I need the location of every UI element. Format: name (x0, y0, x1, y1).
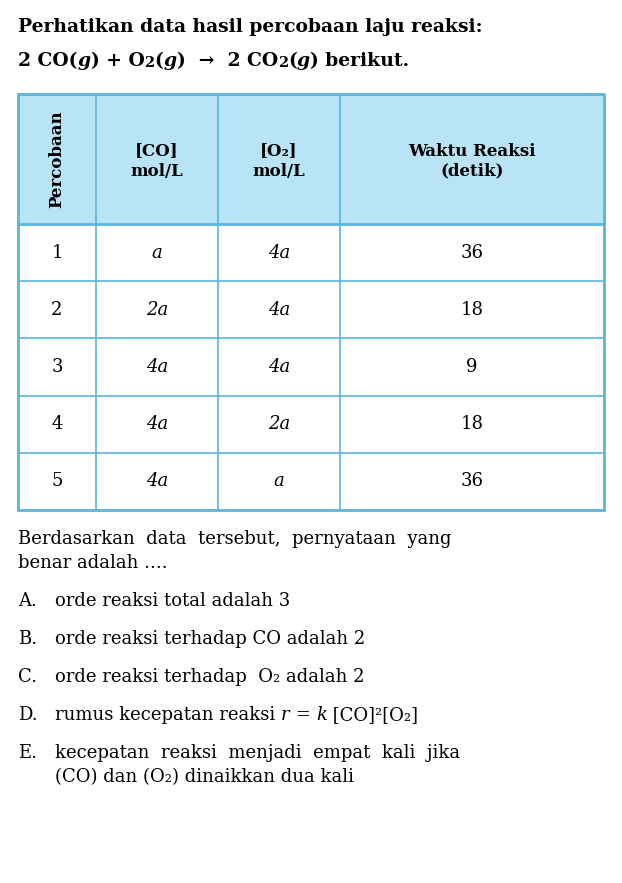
Text: mol/L: mol/L (131, 162, 183, 179)
Text: =: = (290, 706, 316, 724)
Text: )  →  2 CO: ) → 2 CO (177, 52, 278, 70)
Text: 4a: 4a (146, 472, 168, 490)
Text: (: ( (155, 52, 164, 70)
Text: 36: 36 (460, 472, 483, 490)
Text: Perhatikan data hasil percobaan laju reaksi:: Perhatikan data hasil percobaan laju rea… (18, 18, 483, 36)
Text: 4a: 4a (146, 415, 168, 434)
Text: 2: 2 (144, 56, 155, 70)
Text: ) berikut.: ) berikut. (310, 52, 409, 70)
Text: (detik): (detik) (440, 162, 504, 179)
Text: 4a: 4a (268, 358, 290, 376)
Text: a: a (152, 244, 162, 261)
Text: r: r (281, 706, 290, 724)
Text: [CO]: [CO] (135, 142, 179, 160)
Text: B.: B. (18, 630, 37, 648)
Text: (CO) dan (O₂) dinaikkan dua kali: (CO) dan (O₂) dinaikkan dua kali (55, 768, 354, 786)
Text: Percobaan: Percobaan (49, 110, 65, 208)
Text: 2a: 2a (146, 301, 168, 319)
Text: k: k (316, 706, 327, 724)
Text: ) + O: ) + O (91, 52, 144, 70)
Text: Waktu Reaksi: Waktu Reaksi (408, 142, 536, 160)
Text: Berdasarkan  data  tersebut,  pernyataan  yang: Berdasarkan data tersebut, pernyataan ya… (18, 530, 452, 548)
Bar (18, 453, 604, 510)
Text: g: g (164, 52, 177, 70)
Text: 2: 2 (51, 301, 63, 319)
Bar (18, 281, 604, 338)
Text: orde reaksi terhadap  O₂ adalah 2: orde reaksi terhadap O₂ adalah 2 (55, 668, 364, 686)
Bar (18, 94, 604, 224)
Text: 2a: 2a (268, 415, 290, 434)
Text: A.: A. (18, 592, 37, 610)
Text: 36: 36 (460, 244, 483, 261)
Text: 4: 4 (51, 415, 63, 434)
Text: orde reaksi total adalah 3: orde reaksi total adalah 3 (55, 592, 290, 610)
Text: 2 CO(: 2 CO( (18, 52, 78, 70)
Text: g: g (78, 52, 91, 70)
Text: 18: 18 (460, 415, 483, 434)
Text: D.: D. (18, 706, 37, 724)
Text: kecepatan  reaksi  menjadi  empat  kali  jika: kecepatan reaksi menjadi empat kali jika (55, 744, 460, 762)
Text: [O₂]: [O₂] (260, 142, 298, 160)
Text: E.: E. (18, 744, 37, 762)
Bar (18, 94, 604, 510)
Text: 4a: 4a (268, 301, 290, 319)
Text: [CO]²[O₂]: [CO]²[O₂] (327, 706, 418, 724)
Text: mol/L: mol/L (253, 162, 305, 179)
Text: 3: 3 (51, 358, 63, 376)
Text: (: ( (288, 52, 297, 70)
Text: orde reaksi terhadap CO adalah 2: orde reaksi terhadap CO adalah 2 (55, 630, 365, 648)
Text: 18: 18 (460, 301, 483, 319)
Text: a: a (274, 472, 284, 490)
Text: 4a: 4a (268, 244, 290, 261)
Bar (18, 224, 604, 281)
Bar (18, 338, 604, 396)
Bar (18, 396, 604, 453)
Text: 4a: 4a (146, 358, 168, 376)
Text: 2: 2 (278, 56, 288, 70)
Text: benar adalah ....: benar adalah .... (18, 554, 167, 572)
Text: 9: 9 (466, 358, 478, 376)
Text: rumus kecepatan reaksi: rumus kecepatan reaksi (55, 706, 281, 724)
Text: g: g (297, 52, 310, 70)
Text: C.: C. (18, 668, 37, 686)
Text: 5: 5 (51, 472, 63, 490)
Text: 1: 1 (51, 244, 63, 261)
